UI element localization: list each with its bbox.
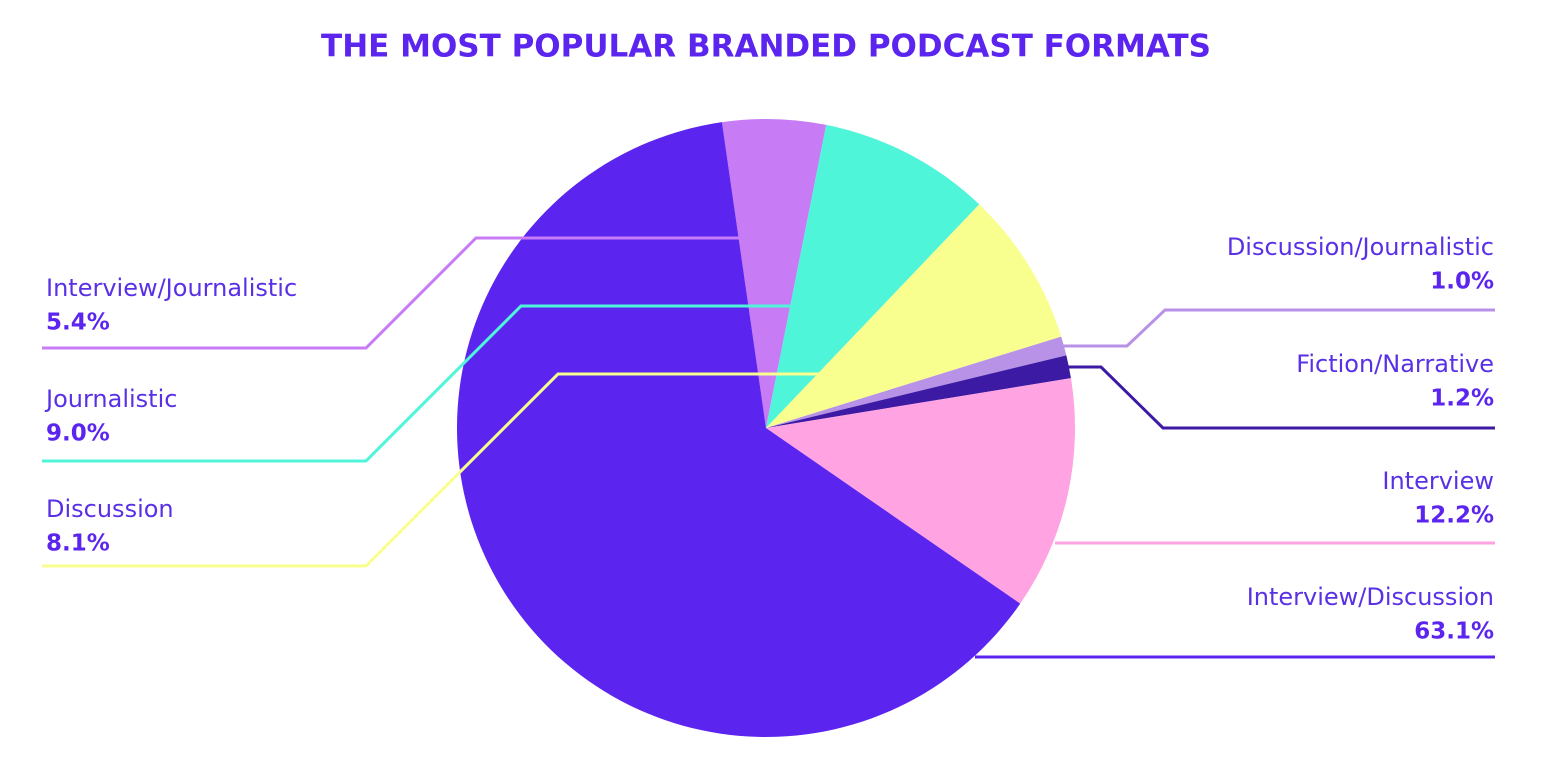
pie-slice	[766, 204, 1062, 428]
pie-slice	[766, 336, 1067, 428]
slice-name: Fiction/Narrative	[1296, 350, 1494, 378]
pie-slice	[766, 124, 980, 429]
slice-value: 1.2%	[1430, 386, 1494, 412]
chart-title: THE MOST POPULAR BRANDED PODCAST FORMATS	[321, 29, 1211, 65]
leader-line	[42, 372, 820, 568]
slice-value: 9.0%	[46, 421, 110, 447]
slice-value: 63.1%	[1414, 619, 1494, 645]
pie-slice	[456, 122, 1021, 737]
slice-value: 12.2%	[1414, 503, 1494, 529]
slice-value: 1.0%	[1430, 269, 1494, 295]
slice-name: Discussion	[46, 495, 174, 523]
leader-line	[1062, 308, 1495, 348]
slice-value: 5.4%	[46, 310, 110, 336]
slice-name: Interview/Discussion	[1247, 583, 1494, 611]
pie-slice	[766, 378, 1075, 604]
slice-name: Interview	[1382, 467, 1494, 495]
leader-line	[42, 236, 740, 350]
leader-line	[42, 304, 790, 463]
slice-name: Interview/Journalistic	[46, 274, 297, 302]
slice-value: 8.1%	[46, 531, 110, 557]
slice-name: Discussion/Journalistic	[1227, 233, 1494, 261]
slice-name: Journalistic	[44, 385, 177, 413]
pie-slice	[766, 355, 1071, 428]
pie-slice	[721, 119, 827, 428]
leader-line	[1068, 365, 1495, 430]
